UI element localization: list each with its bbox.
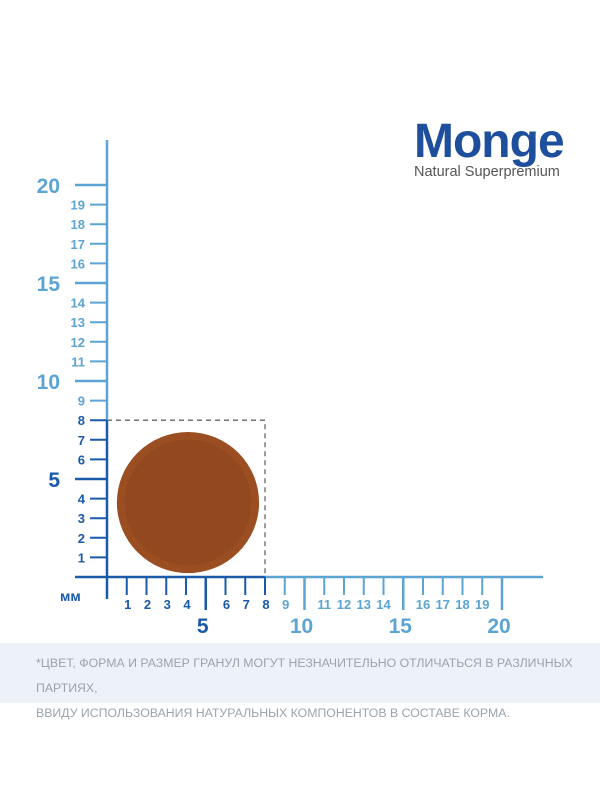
x-tick-label: 2	[144, 597, 151, 612]
x-major-label: 10	[290, 615, 313, 638]
logo-tagline: Natural Superpremium	[414, 164, 560, 180]
y-tick-label: 9	[78, 394, 85, 409]
x-tick-label: 14	[376, 597, 391, 612]
x-major-label: 20	[487, 615, 510, 638]
y-tick-label: 2	[78, 531, 85, 546]
x-tick-label: 13	[357, 597, 371, 612]
x-tick-label: 9	[282, 597, 289, 612]
x-tick-label: 4	[183, 597, 191, 612]
y-tick-label: 18	[71, 217, 85, 232]
y-tick-label: 16	[71, 256, 85, 271]
x-tick-label: 17	[436, 597, 450, 612]
y-major-label: 5	[48, 469, 60, 492]
x-tick-label: 19	[475, 597, 489, 612]
x-tick-label: 8	[262, 597, 269, 612]
y-tick-label: 6	[78, 452, 85, 467]
y-tick-label: 4	[78, 492, 86, 507]
y-major-label: 15	[37, 273, 61, 296]
disclaimer-line-2: ВВИДУ ИСПОЛЬЗОВАНИЯ НАТУРАЛЬНЫХ КОМПОНЕН…	[36, 706, 510, 720]
y-major-label: 10	[37, 371, 60, 394]
unit-label: мм	[60, 588, 81, 604]
disclaimer-line-1: *ЦВЕТ, ФОРМА И РАЗМЕР ГРАНУЛ МОГУТ НЕЗНА…	[36, 656, 573, 695]
disclaimer-note: *ЦВЕТ, ФОРМА И РАЗМЕР ГРАНУЛ МОГУТ НЕЗНА…	[0, 643, 600, 720]
logo-brand: Monge	[414, 115, 565, 168]
y-tick-label: 11	[71, 354, 85, 369]
x-tick-label: 16	[416, 597, 430, 612]
y-major-label: 20	[37, 175, 60, 198]
x-tick-label: 18	[455, 597, 469, 612]
kibble-texture	[124, 439, 252, 566]
x-tick-label: 12	[337, 597, 351, 612]
x-major-label: 5	[197, 615, 209, 638]
x-tick-label: 3	[164, 597, 171, 612]
y-tick-label: 3	[78, 511, 85, 526]
y-tick-label: 19	[71, 198, 85, 213]
size-ruler: мм11223344556677889910101111121213131414…	[37, 140, 543, 638]
x-major-label: 15	[389, 615, 413, 638]
x-tick-label: 1	[124, 597, 131, 612]
x-tick-label: 6	[223, 597, 230, 612]
y-tick-label: 17	[71, 237, 85, 252]
kibble-bounding-box	[107, 419, 266, 577]
x-tick-label: 11	[317, 597, 331, 612]
y-tick-label: 13	[71, 315, 85, 330]
y-tick-label: 12	[71, 335, 85, 350]
y-tick-label: 14	[71, 296, 86, 311]
x-tick-label: 7	[243, 597, 250, 612]
monge-logo: Monge Natural Superpremium	[414, 115, 584, 181]
y-tick-label: 7	[78, 433, 85, 448]
y-tick-label: 8	[78, 413, 85, 428]
y-tick-label: 1	[78, 550, 85, 565]
